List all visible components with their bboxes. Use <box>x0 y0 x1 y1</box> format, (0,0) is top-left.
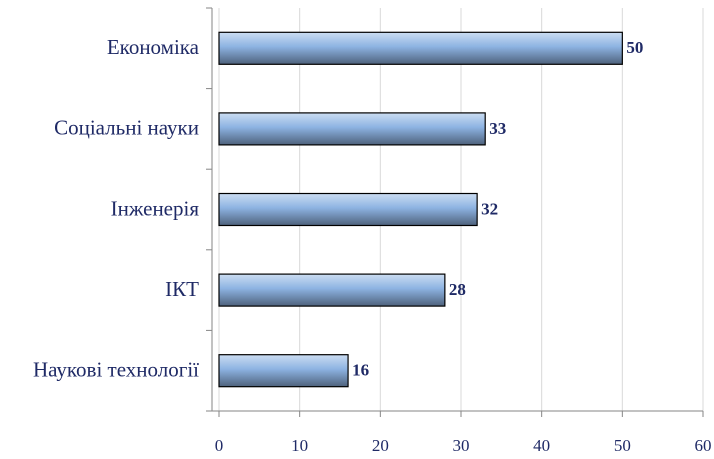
y-tick-label: Економіка <box>107 35 200 59</box>
data-label: 50 <box>626 38 643 57</box>
x-tick-label: 0 <box>215 436 224 455</box>
y-tick-label: ІКТ <box>165 277 199 301</box>
y-tick-label: Соціальні науки <box>54 116 199 140</box>
bar <box>218 354 349 388</box>
bar <box>218 112 486 146</box>
data-label: 32 <box>481 199 498 218</box>
bar <box>218 192 478 227</box>
x-tick-label: 20 <box>372 436 389 455</box>
data-label: 28 <box>449 280 466 299</box>
data-label: 33 <box>489 119 506 138</box>
y-tick-label: Інженерія <box>111 196 200 220</box>
data-label: 16 <box>352 361 369 380</box>
x-tick-label: 50 <box>614 436 631 455</box>
bar <box>218 31 623 65</box>
x-tick-label: 60 <box>695 436 712 455</box>
y-tick-label: Наукові технології <box>33 358 199 382</box>
bar <box>218 273 446 307</box>
x-tick-label: 40 <box>533 436 550 455</box>
x-tick-label: 10 <box>291 436 308 455</box>
x-tick-label: 30 <box>453 436 470 455</box>
